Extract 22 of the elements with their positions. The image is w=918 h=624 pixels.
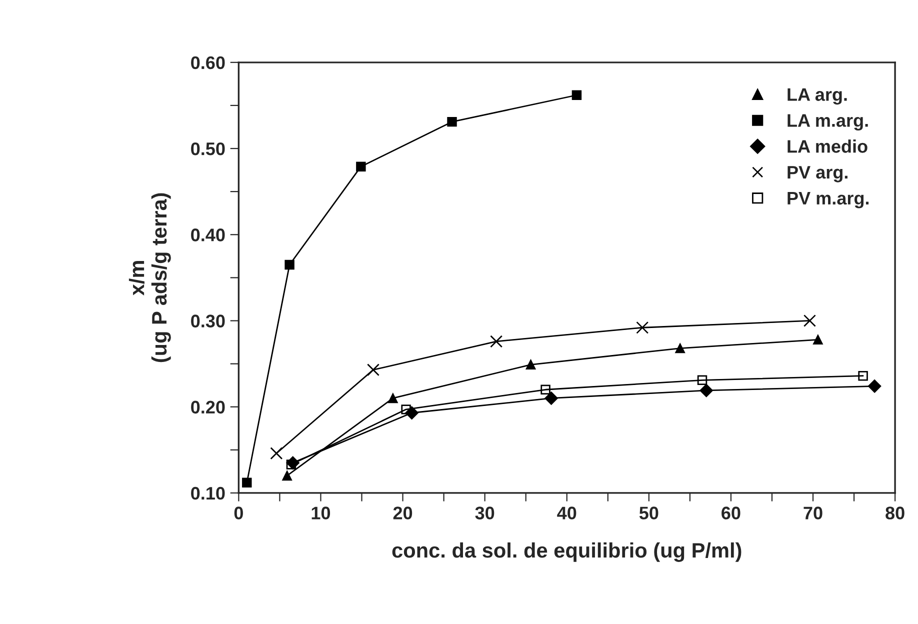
- y-tick-label: 0.30: [191, 314, 225, 328]
- x-tick-label: 0: [234, 506, 243, 520]
- legend-label: LA arg.: [788, 88, 847, 105]
- legend-label: PV arg.: [788, 166, 848, 182]
- y-axis-title: x/m (ug P ads/g terra): [128, 193, 171, 362]
- x-tick-label: 20: [393, 506, 412, 520]
- y-tick-label: 0.10: [191, 486, 225, 500]
- x-tick-label: 40: [557, 506, 576, 520]
- x-axis-title: conc. da sol. de equilibrio (ug P/ml): [392, 542, 742, 562]
- x-tick-label: 80: [886, 506, 904, 520]
- legend-label: LA m.arg.: [788, 114, 868, 131]
- x-tick-label: 60: [722, 506, 740, 520]
- y-tick-label: 0.60: [191, 56, 225, 70]
- x-tick-label: 30: [475, 506, 494, 520]
- y-tick-label: 0.40: [191, 228, 225, 242]
- x-tick-label: 10: [312, 506, 330, 520]
- y-tick-label: 0.20: [191, 400, 225, 414]
- x-tick-label: 50: [639, 506, 658, 520]
- y-tick-label: 0.50: [191, 142, 225, 156]
- x-tick-label: 70: [804, 506, 822, 520]
- legend-label: PV m.arg.: [788, 192, 869, 208]
- legend-label: LA medio: [788, 140, 868, 153]
